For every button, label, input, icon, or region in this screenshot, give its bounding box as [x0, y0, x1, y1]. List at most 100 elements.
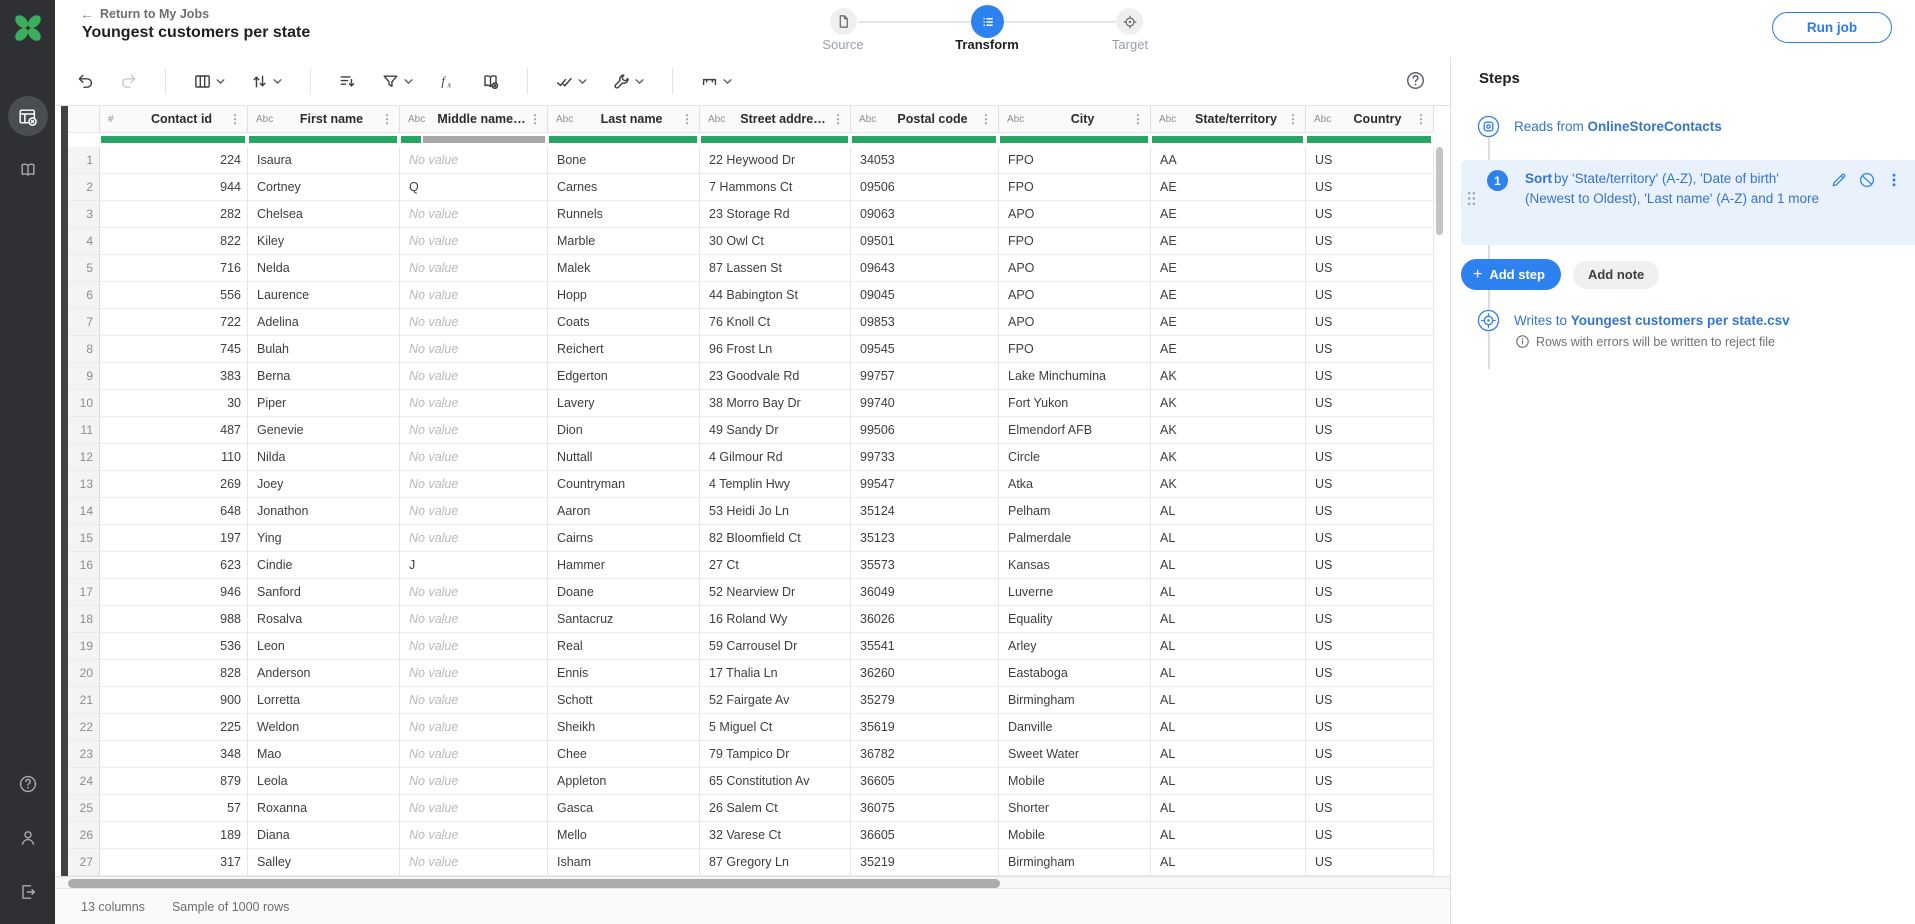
table-cell[interactable]: US [1306, 390, 1434, 417]
table-cell[interactable]: 536 [100, 633, 248, 660]
table-cell[interactable]: 225 [100, 714, 248, 741]
table-cell[interactable]: 87 Gregory Ln [700, 849, 851, 876]
table-cell[interactable]: No value [400, 660, 548, 687]
table-cell[interactable]: Roxanna [248, 795, 400, 822]
table-cell[interactable]: 36605 [851, 822, 999, 849]
toolbar-sort-button[interactable] [243, 65, 290, 97]
table-cell[interactable]: 879 [100, 768, 248, 795]
table-cell[interactable]: 22 Heywood Dr [700, 147, 851, 174]
table-cell[interactable]: US [1306, 606, 1434, 633]
table-cell[interactable]: Lake Minchumina [999, 363, 1151, 390]
table-cell[interactable]: 76 Knoll Ct [700, 309, 851, 336]
table-cell[interactable]: Schott [548, 687, 700, 714]
table-cell[interactable]: No value [400, 471, 548, 498]
row-number-cell[interactable]: 2 [68, 174, 100, 201]
table-cell[interactable]: AK [1151, 363, 1306, 390]
table-cell[interactable]: Laurence [248, 282, 400, 309]
table-cell[interactable]: Jonathon [248, 498, 400, 525]
column-header-street-addre[interactable]: Abc Street addre… ⋮ [700, 106, 851, 133]
table-cell[interactable]: Kiley [248, 228, 400, 255]
table-cell[interactable]: 09545 [851, 336, 999, 363]
table-cell[interactable]: 745 [100, 336, 248, 363]
table-cell[interactable]: Palmerdale [999, 525, 1151, 552]
table-cell[interactable]: 648 [100, 498, 248, 525]
stepper-transform[interactable] [971, 5, 1004, 38]
sidebar-item-transform-job[interactable] [7, 96, 48, 136]
back-to-jobs-link[interactable]: ← Return to My Jobs [80, 6, 209, 22]
table-cell[interactable]: 946 [100, 579, 248, 606]
table-cell[interactable]: APO [999, 201, 1151, 228]
app-logo-icon[interactable] [8, 8, 48, 48]
table-cell[interactable]: Circle [999, 444, 1151, 471]
table-cell[interactable]: 487 [100, 417, 248, 444]
table-cell[interactable]: 99547 [851, 471, 999, 498]
table-cell[interactable]: AL [1151, 498, 1306, 525]
toolbar-remove-rows-button[interactable] [331, 65, 364, 97]
column-menu-icon[interactable]: ⋮ [980, 112, 992, 126]
table-cell[interactable]: US [1306, 525, 1434, 552]
table-cell[interactable]: 35573 [851, 552, 999, 579]
table-cell[interactable]: Appleton [548, 768, 700, 795]
table-cell[interactable]: 49 Sandy Dr [700, 417, 851, 444]
table-cell[interactable]: Gasca [548, 795, 700, 822]
table-cell[interactable]: Joey [248, 471, 400, 498]
row-number-cell[interactable]: 23 [68, 741, 100, 768]
table-cell[interactable]: AE [1151, 255, 1306, 282]
row-number-cell[interactable]: 22 [68, 714, 100, 741]
drag-handle-icon[interactable] [1465, 190, 1478, 207]
table-cell[interactable]: US [1306, 417, 1434, 444]
table-cell[interactable]: No value [400, 228, 548, 255]
table-cell[interactable]: US [1306, 201, 1434, 228]
table-cell[interactable]: 23 Goodvale Rd [700, 363, 851, 390]
table-cell[interactable]: 16 Roland Wy [700, 606, 851, 633]
table-cell[interactable]: Runnels [548, 201, 700, 228]
column-header-country[interactable]: Abc Country ⋮ [1306, 106, 1434, 133]
table-cell[interactable]: AE [1151, 174, 1306, 201]
table-cell[interactable]: 36782 [851, 741, 999, 768]
toolbar-filter-button[interactable] [374, 65, 421, 97]
table-cell[interactable]: 988 [100, 606, 248, 633]
disable-step-icon[interactable] [1858, 171, 1876, 189]
table-cell[interactable]: 224 [100, 147, 248, 174]
table-cell[interactable]: US [1306, 255, 1434, 282]
table-cell[interactable]: FPO [999, 228, 1151, 255]
table-cell[interactable]: APO [999, 282, 1151, 309]
table-cell[interactable]: AL [1151, 633, 1306, 660]
toolbar-validate-button[interactable] [548, 65, 595, 97]
row-number-cell[interactable]: 21 [68, 687, 100, 714]
row-number-cell[interactable]: 7 [68, 309, 100, 336]
column-header-middle-name[interactable]: Abc Middle name… ⋮ [400, 106, 548, 133]
table-cell[interactable]: US [1306, 741, 1434, 768]
table-cell[interactable]: 09853 [851, 309, 999, 336]
table-cell[interactable]: Fort Yukon [999, 390, 1151, 417]
table-cell[interactable]: US [1306, 822, 1434, 849]
table-cell[interactable]: Dion [548, 417, 700, 444]
column-header-contact-id[interactable]: # Contact id ⋮ [100, 106, 248, 133]
table-cell[interactable]: No value [400, 417, 548, 444]
table-cell[interactable]: No value [400, 579, 548, 606]
toolbar-columns-button[interactable] [186, 65, 233, 97]
table-cell[interactable]: 30 [100, 390, 248, 417]
table-cell[interactable]: Diana [248, 822, 400, 849]
table-cell[interactable]: AL [1151, 768, 1306, 795]
row-number-cell[interactable]: 13 [68, 471, 100, 498]
table-cell[interactable]: APO [999, 309, 1151, 336]
table-cell[interactable]: AK [1151, 444, 1306, 471]
table-cell[interactable]: 99740 [851, 390, 999, 417]
row-number-cell[interactable]: 25 [68, 795, 100, 822]
row-number-cell[interactable]: 3 [68, 201, 100, 228]
table-cell[interactable]: Malek [548, 255, 700, 282]
table-cell[interactable]: Arley [999, 633, 1151, 660]
table-cell[interactable]: 716 [100, 255, 248, 282]
table-cell[interactable]: 35219 [851, 849, 999, 876]
table-cell[interactable]: 87 Lassen St [700, 255, 851, 282]
table-cell[interactable]: Doane [548, 579, 700, 606]
stepper-target[interactable] [1116, 8, 1143, 35]
table-cell[interactable]: AA [1151, 147, 1306, 174]
table-cell[interactable]: US [1306, 174, 1434, 201]
table-cell[interactable]: US [1306, 336, 1434, 363]
table-cell[interactable]: 35279 [851, 687, 999, 714]
table-cell[interactable]: 5 Miguel Ct [700, 714, 851, 741]
table-cell[interactable]: US [1306, 660, 1434, 687]
table-cell[interactable]: Nilda [248, 444, 400, 471]
